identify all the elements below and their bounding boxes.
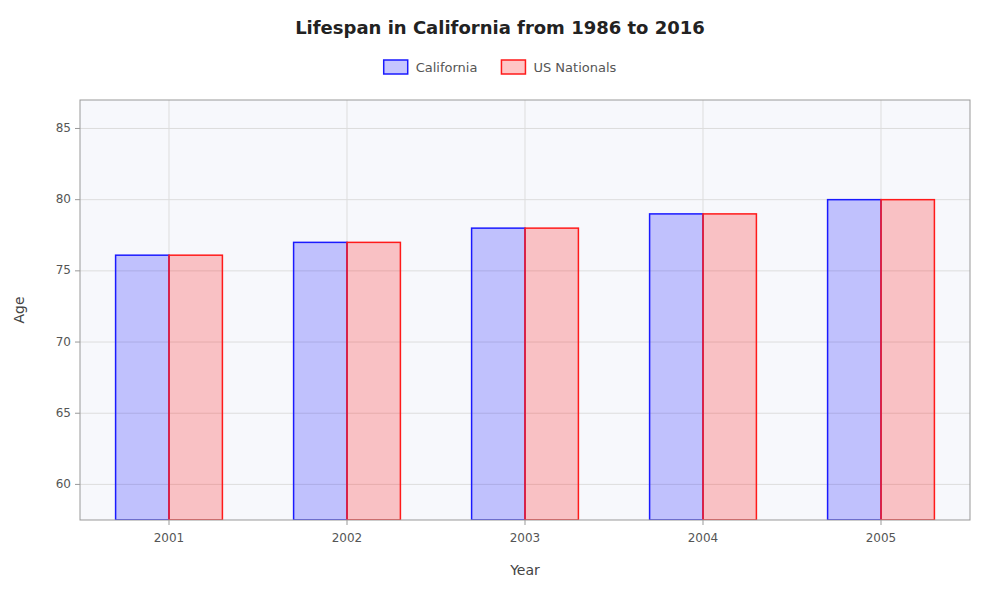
chart-svg: 60 65 70 75 80 85 2001 2002 2003 2004 2005 Year Age L… bbox=[0, 0, 1000, 600]
chart-title: Lifespan in California from 1986 to 2016 bbox=[295, 17, 705, 38]
legend-label: US Nationals bbox=[533, 60, 616, 75]
bar bbox=[347, 242, 400, 520]
legend-swatch bbox=[384, 60, 408, 74]
tick-mark bbox=[525, 520, 526, 525]
tick-label: 70 bbox=[56, 335, 71, 349]
plot-background bbox=[80, 100, 970, 520]
tick-mark bbox=[347, 520, 348, 525]
tick-label: 2003 bbox=[510, 531, 541, 545]
plot-frame bbox=[80, 100, 970, 520]
tick-mark bbox=[75, 484, 80, 485]
tick-label: 60 bbox=[56, 477, 71, 491]
tick-mark bbox=[75, 128, 80, 129]
tick-mark bbox=[169, 520, 170, 525]
tick-label: 2005 bbox=[866, 531, 897, 545]
tick-label: 65 bbox=[56, 406, 71, 420]
y-axis: 60 65 70 75 80 85 bbox=[56, 121, 80, 491]
x-axis: 2001 2002 2003 2004 2005 bbox=[154, 520, 897, 545]
bar bbox=[828, 200, 881, 520]
tick-mark bbox=[881, 520, 882, 525]
y-axis-label: Age bbox=[11, 296, 27, 323]
tick-label: 80 bbox=[56, 192, 71, 206]
legend-swatch bbox=[501, 60, 525, 74]
bar bbox=[116, 255, 169, 520]
tick-label: 85 bbox=[56, 121, 71, 135]
bar bbox=[169, 255, 222, 520]
legend-item: California bbox=[384, 60, 478, 75]
bar bbox=[472, 228, 525, 520]
chart-container: 60 65 70 75 80 85 2001 2002 2003 2004 2005 Year Age L… bbox=[0, 0, 1000, 600]
bar bbox=[650, 214, 703, 520]
bar bbox=[525, 228, 578, 520]
grid bbox=[80, 100, 970, 520]
tick-mark bbox=[75, 270, 80, 271]
tick-mark bbox=[75, 342, 80, 343]
tick-label: 2002 bbox=[332, 531, 363, 545]
legend: California US Nationals bbox=[384, 60, 617, 75]
tick-label: 2004 bbox=[688, 531, 719, 545]
legend-item: US Nationals bbox=[501, 60, 616, 75]
tick-label: 75 bbox=[56, 263, 71, 277]
x-axis-label: Year bbox=[509, 562, 540, 578]
tick-label: 2001 bbox=[154, 531, 185, 545]
bar bbox=[703, 214, 756, 520]
tick-mark bbox=[703, 520, 704, 525]
bar bbox=[881, 200, 934, 520]
bars bbox=[116, 200, 935, 520]
bar bbox=[294, 242, 347, 520]
legend-label: California bbox=[416, 60, 478, 75]
tick-mark bbox=[75, 413, 80, 414]
tick-mark bbox=[75, 199, 80, 200]
